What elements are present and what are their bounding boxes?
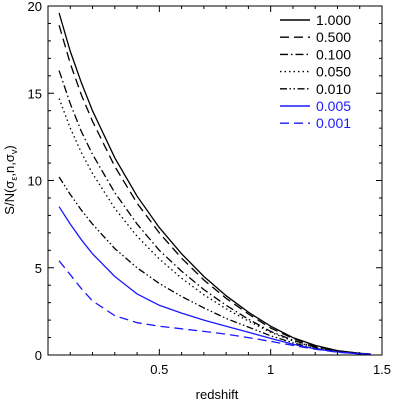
- legend-label-3: 0.050: [316, 64, 351, 80]
- series-layer: [58, 12, 371, 355]
- y-axis-label: S/N(σε,n,σv): [2, 145, 19, 214]
- y-tick-label: 5: [35, 261, 42, 276]
- legend-label-5: 0.005: [316, 98, 351, 114]
- ticks-layer: 0.5 1 1.5 0 5 10 15 20: [28, 0, 392, 377]
- y-tick-label: 20: [28, 0, 42, 14]
- legend-label-1: 0.500: [316, 29, 351, 45]
- series-line-2: [58, 70, 371, 355]
- x-tick-label: 0.5: [150, 362, 168, 377]
- y-tick-label: 10: [28, 174, 42, 189]
- series-line-6: [58, 260, 371, 355]
- x-tick-label: 1: [267, 362, 274, 377]
- series-line-0: [58, 12, 371, 355]
- series-line-1: [58, 25, 371, 355]
- legend-label-4: 0.010: [316, 81, 351, 97]
- legend-label-0: 1.000: [316, 12, 351, 28]
- series-line-4: [58, 176, 371, 355]
- legend-label-6: 0.001: [316, 115, 351, 131]
- legend-label-2: 0.100: [316, 46, 351, 62]
- y-tick-label: 0: [35, 348, 42, 363]
- x-tick-label: 1.5: [373, 362, 391, 377]
- x-axis-label: redshift: [196, 387, 239, 402]
- series-line-3: [58, 98, 371, 355]
- series-line-5: [58, 206, 371, 355]
- y-tick-label: 15: [28, 86, 42, 101]
